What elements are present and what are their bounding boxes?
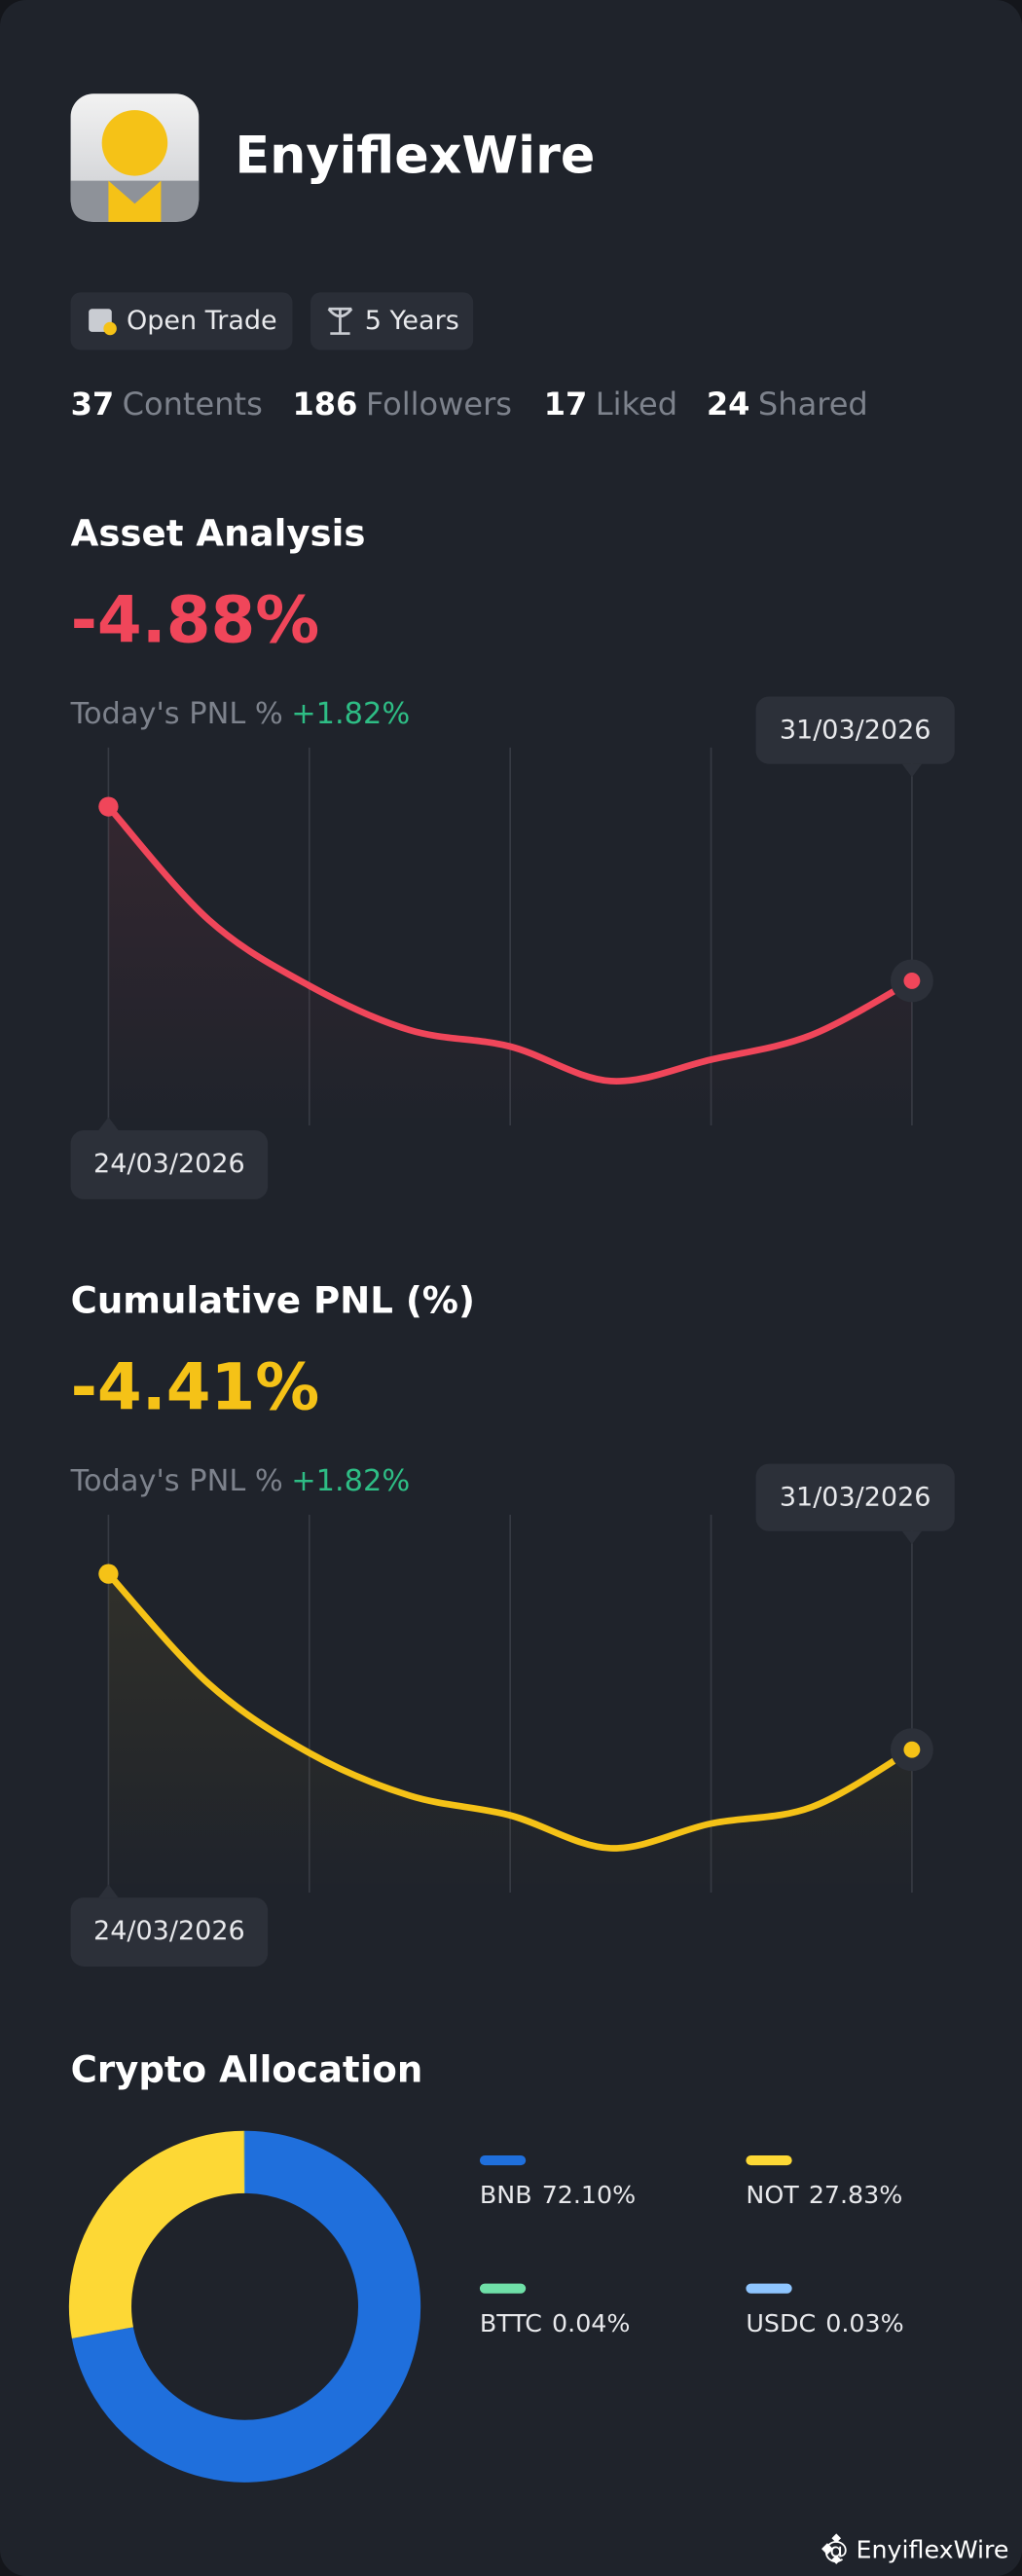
tooltip-pointer bbox=[901, 763, 923, 778]
headline-value: -4.41% bbox=[71, 1349, 320, 1424]
end-date: 31/03/2026 bbox=[780, 1483, 931, 1513]
end-date: 31/03/2026 bbox=[780, 715, 931, 745]
subtitle: Today's PNL % +1.82% bbox=[70, 1464, 411, 1498]
subtitle-change: +1.82% bbox=[291, 697, 410, 731]
date-tooltip bbox=[70, 1897, 269, 1967]
stat-value: 24 bbox=[707, 386, 750, 423]
tooltip-pointer bbox=[98, 1117, 119, 1130]
legend-item: BNB 72.10% bbox=[480, 2181, 636, 2209]
badge bbox=[310, 292, 474, 350]
legend-item: BTTC 0.04% bbox=[480, 2309, 631, 2337]
legend-name: BNB bbox=[480, 2181, 532, 2209]
stat-label: Followers bbox=[366, 386, 512, 423]
stat-label: Shared bbox=[758, 386, 868, 423]
line bbox=[105, 803, 916, 1085]
legend-value: 72.10% bbox=[542, 2181, 636, 2209]
section-title: Cumulative PNL (%) bbox=[71, 1280, 475, 1322]
start-date: 24/03/2026 bbox=[93, 1916, 245, 1946]
legend-item: USDC 0.03% bbox=[746, 2309, 903, 2337]
badge-label: 5 Years bbox=[365, 306, 459, 336]
subtitle-change: +1.82% bbox=[291, 1464, 410, 1498]
stat-label: Liked bbox=[596, 386, 677, 423]
area bbox=[108, 1573, 912, 1893]
section-title: Asset Analysis bbox=[71, 513, 366, 555]
stat: 186 Followers bbox=[292, 386, 512, 423]
legend-item: NOT 27.83% bbox=[746, 2181, 902, 2209]
subtitle-label: Today's PNL % bbox=[70, 1464, 283, 1498]
stat-label: Contents bbox=[123, 386, 263, 423]
line bbox=[105, 1570, 916, 1852]
legend-swatch bbox=[479, 2155, 527, 2166]
start-point bbox=[98, 1564, 119, 1584]
headline-value: -4.88% bbox=[71, 582, 320, 657]
stat-value: 17 bbox=[544, 386, 588, 423]
legend-value: 0.04% bbox=[552, 2309, 630, 2337]
tooltip-pointer bbox=[98, 1884, 119, 1898]
badge-icon bbox=[103, 321, 117, 336]
legend-value: 0.03% bbox=[825, 2309, 903, 2337]
stat: 17 Liked bbox=[544, 386, 677, 423]
legend-name: BTTC bbox=[480, 2309, 542, 2337]
date-tooltip bbox=[70, 1130, 269, 1199]
badge-label: Open Trade bbox=[127, 306, 277, 336]
end-point bbox=[903, 973, 921, 989]
date-tooltip bbox=[755, 1463, 955, 1531]
legend-swatch bbox=[746, 2155, 792, 2166]
area bbox=[108, 806, 912, 1125]
legend-swatch bbox=[746, 2283, 792, 2294]
badge bbox=[70, 292, 293, 350]
end-point bbox=[903, 1741, 921, 1758]
stat: 24 Shared bbox=[707, 386, 868, 423]
badge-icon bbox=[327, 307, 353, 335]
start-date: 24/03/2026 bbox=[93, 1149, 245, 1179]
donut-slice bbox=[71, 2130, 421, 2483]
avatar bbox=[70, 93, 200, 222]
legend-swatch bbox=[479, 2283, 527, 2294]
subtitle-label: Today's PNL % bbox=[70, 697, 283, 731]
stat-value: 37 bbox=[71, 386, 115, 423]
legend-name: USDC bbox=[746, 2309, 816, 2337]
footer-watermark: @ EnyiflexWire bbox=[823, 2536, 1008, 2564]
stats: 37 Contents 186 Followers 17 Liked 24 Shared bbox=[71, 386, 868, 423]
section-title: Crypto Allocation bbox=[71, 2048, 423, 2090]
tooltip-pointer bbox=[901, 1530, 923, 1545]
legend-name: NOT bbox=[746, 2181, 799, 2209]
date-tooltip bbox=[755, 696, 955, 764]
stat: 37 Contents bbox=[71, 386, 263, 423]
stat-value: 186 bbox=[292, 386, 357, 423]
profile-name: EnyiflexWire bbox=[235, 127, 595, 186]
subtitle: Today's PNL % +1.82% bbox=[70, 697, 411, 731]
donut-slice bbox=[68, 2130, 245, 2338]
start-point bbox=[98, 796, 119, 817]
legend-value: 27.83% bbox=[809, 2181, 902, 2209]
